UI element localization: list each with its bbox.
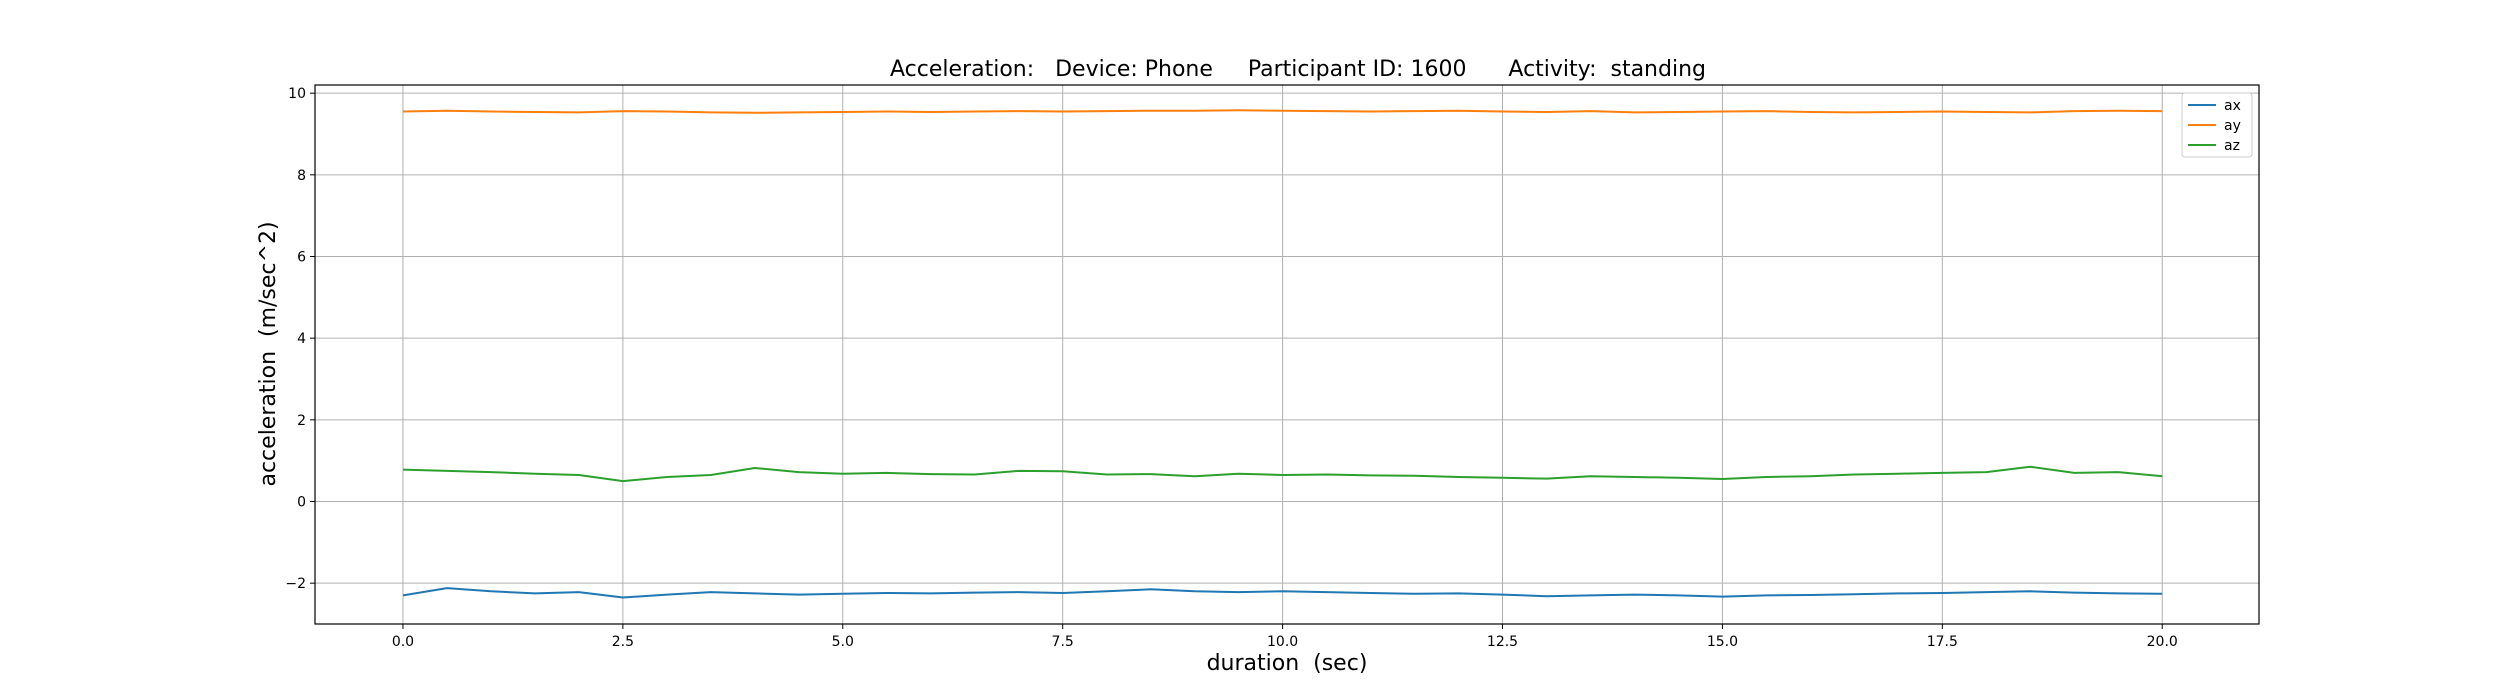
series-line-ax — [402, 587, 2163, 599]
x-axis-ticks: 0.0 2.5 5.0 7.5 10.0 12.5 15.0 17.5 20.0 — [392, 624, 2178, 650]
legend-label-az: az — [2224, 138, 2240, 154]
y-tick-label: 8 — [297, 168, 306, 184]
y-axis-ticks: −2 0 2 4 6 8 10 — [285, 86, 315, 592]
y-tick-label: 10 — [288, 86, 306, 102]
x-tick-label: 7.5 — [1052, 634, 1074, 650]
x-tick-label: 5.0 — [832, 634, 854, 650]
y-tick-label: 0 — [297, 495, 306, 511]
y-tick-label: −2 — [285, 576, 306, 592]
y-tick-label: 2 — [297, 413, 306, 429]
series-lines — [402, 109, 2163, 599]
x-tick-label: 15.0 — [1707, 634, 1738, 650]
legend-label-ax: ax — [2224, 98, 2241, 114]
y-axis-label: acceleration (m/sec^2) — [256, 221, 281, 486]
y-tick-label: 6 — [297, 250, 306, 266]
series-line-az — [402, 465, 2163, 483]
x-tick-label: 12.5 — [1487, 634, 1518, 650]
legend-box — [2181, 92, 2253, 158]
x-tick-label: 0.0 — [392, 634, 414, 650]
chart-title: Acceleration: Device: Phone Participant … — [890, 57, 1706, 82]
x-tick-label: 10.0 — [1267, 634, 1298, 650]
plot-frame — [314, 84, 2260, 625]
x-axis-label: duration (sec) — [1207, 651, 1368, 676]
x-tick-label: 20.0 — [2147, 634, 2178, 650]
y-tick-label: 4 — [297, 331, 306, 347]
legend: ax ay az — [2181, 92, 2253, 158]
x-tick-label: 2.5 — [612, 634, 634, 650]
series-line-ay — [402, 109, 2163, 114]
grid — [315, 85, 2259, 624]
legend-label-ay: ay — [2224, 118, 2241, 134]
x-tick-label: 17.5 — [1927, 634, 1958, 650]
